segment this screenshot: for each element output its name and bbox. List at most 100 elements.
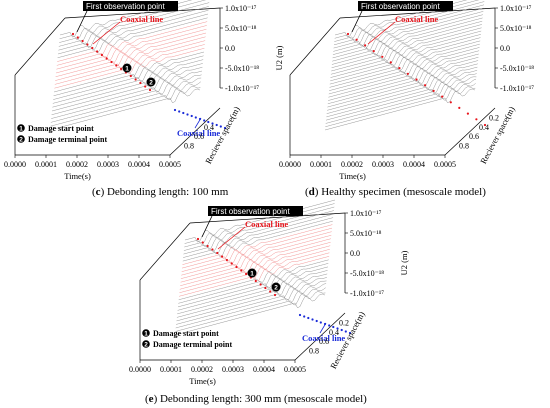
coaxial-red-point xyxy=(96,50,99,53)
waveform-trace xyxy=(183,217,334,258)
z-tick-label: 0.0 xyxy=(225,44,235,53)
first-observation-arrow xyxy=(351,10,363,33)
waveform-trace xyxy=(58,6,209,47)
waveform-trace xyxy=(49,88,201,131)
coaxial-red-point xyxy=(483,123,487,127)
top-left-edge xyxy=(14,17,66,76)
y-tick-label: 0.8 xyxy=(459,142,469,151)
waveform-trace xyxy=(180,245,331,286)
waveform-trace xyxy=(59,0,206,41)
y-ticks: 0.40.60.8 xyxy=(184,123,214,151)
damage-end-marker-num: 2 xyxy=(274,284,278,291)
waveform-trace xyxy=(332,20,483,62)
waveform-trace xyxy=(55,40,206,81)
y-axis-line xyxy=(444,107,496,156)
x-tick-label: 0.0003 xyxy=(97,160,119,169)
coaxial-red-point xyxy=(259,283,262,286)
waveform-trace xyxy=(327,63,478,105)
legend-damage-end: Damage terminal point xyxy=(28,135,107,144)
waveform-trace xyxy=(177,273,328,315)
coaxial-red-point xyxy=(196,237,200,241)
waveform-trace xyxy=(334,0,480,40)
x-tick-label: 0.0003 xyxy=(372,160,394,169)
coaxial-red-point xyxy=(144,85,147,88)
coaxial-blue-point xyxy=(340,328,343,332)
z-ticks: 1.0x10⁻¹⁷ 5.0x10⁻¹⁸ 0.0 -5.0x10⁻¹⁸ -1.0x10⁻¹… xyxy=(345,209,384,298)
coaxial-blue-point xyxy=(173,108,177,112)
waveform-trace xyxy=(330,40,481,82)
waveform-trace xyxy=(179,249,330,290)
waveform-trace xyxy=(59,2,210,43)
waveform-trace xyxy=(176,283,327,325)
coaxial-red-point xyxy=(269,290,272,293)
first-observation-text: First observation point xyxy=(86,2,165,11)
x-ticks: 0.0000 0.0001 0.0002 0.0003 0.0004 0.0005 xyxy=(4,155,181,169)
z-tick-label: 1.0x10⁻¹⁷ xyxy=(350,209,382,218)
waveform-trace xyxy=(326,76,477,118)
coaxial-red-point xyxy=(355,38,358,41)
legend-marker-2-num: 2 xyxy=(144,341,148,348)
coaxial-red-point xyxy=(372,50,375,53)
coaxial-blue-point xyxy=(194,116,197,119)
z-tick-label: -5.0x10⁻¹⁸ xyxy=(225,64,259,73)
waveform-trace xyxy=(329,50,480,91)
z-ticks: 1.0x10⁻¹⁷ 5.0x10⁻¹⁸ 0.0 -5.0x10⁻¹⁸ -1.0x10⁻¹… xyxy=(220,4,259,93)
x-tick-label: 0.0001 xyxy=(160,365,182,374)
coaxial-line-red xyxy=(71,32,152,92)
waveform-trace xyxy=(325,86,476,127)
coaxial-red-point xyxy=(449,101,452,104)
waveform-trace xyxy=(329,43,480,85)
coaxial-red-point xyxy=(389,61,392,64)
y-ticks: 0.20.40.60.8 xyxy=(459,113,499,150)
damage-end-marker-num: 2 xyxy=(149,79,153,86)
coaxial-red-point xyxy=(254,279,257,283)
x-tick-label: 0.0005 xyxy=(159,160,181,169)
waveform-trace xyxy=(57,13,209,55)
coaxial-blue-point xyxy=(311,318,314,321)
coaxial-blue-point xyxy=(315,319,318,323)
coaxial-red-arrow xyxy=(217,226,246,250)
coaxial-red-point xyxy=(415,78,418,81)
coaxial-blue-point xyxy=(207,120,210,124)
legend-marker-1 xyxy=(142,329,150,337)
coaxial-blue-point xyxy=(223,126,227,130)
waveform-trace xyxy=(177,270,328,311)
first-observation-box xyxy=(358,1,453,11)
coaxial-red-point xyxy=(115,64,118,67)
x-tick-label: 0.0000 xyxy=(4,160,26,169)
x-ticks: 0.0000 0.0001 0.0002 0.0003 0.0004 0.0005 xyxy=(279,155,456,169)
waveform-trace xyxy=(182,224,333,265)
coaxial-red-point xyxy=(458,106,461,109)
waveform-trace xyxy=(331,24,482,65)
legend-marker-1-num: 1 xyxy=(19,125,23,132)
waveform-trace xyxy=(176,280,327,322)
waveform-trace xyxy=(327,66,478,108)
x-axis-label: Time(s) xyxy=(64,171,91,181)
y-tick-label: 0.4 xyxy=(329,328,339,337)
waveform-trace xyxy=(181,234,332,276)
panel-c: Coaxial line 1 2 1 Damage start point 2 Damage… xyxy=(4,0,284,181)
coaxial-red-point xyxy=(134,78,137,81)
coaxial-red-point xyxy=(76,36,79,39)
coaxial-red-point xyxy=(221,255,224,258)
x-axis-label: Time(s) xyxy=(189,376,216,386)
z-tick-label: 5.0x10⁻¹⁸ xyxy=(225,24,257,33)
waveform-trace xyxy=(333,11,484,52)
y-ticks: 0.20.40.60.8 xyxy=(309,318,349,355)
legend-marker-1 xyxy=(17,124,25,132)
coaxial-red-point xyxy=(364,44,367,47)
waveform-trace xyxy=(177,266,329,308)
coaxial-red-point xyxy=(235,265,238,269)
waveform-trace xyxy=(56,28,207,70)
coaxial-line-red xyxy=(196,237,277,297)
coaxial-red-point xyxy=(86,43,89,46)
coaxial-red-point xyxy=(71,32,75,36)
caption-d: (d) Healthy specimen (mesoscale model) xyxy=(305,186,486,198)
coaxial-red-point xyxy=(120,67,123,71)
x-tick-label: 0.0004 xyxy=(128,160,150,169)
z-axis-label: U2 (m) xyxy=(399,250,409,275)
first-observation-box xyxy=(83,1,178,11)
waveform-trace xyxy=(181,231,332,272)
coaxial-red-point xyxy=(240,269,243,272)
x-tick-label: 0.0005 xyxy=(434,160,456,169)
